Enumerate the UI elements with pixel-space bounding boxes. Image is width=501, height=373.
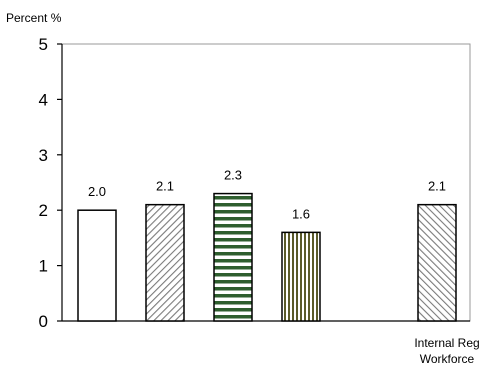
- bars: [77, 192, 457, 322]
- data-label-2: 2.3: [224, 168, 242, 183]
- category-label-5-line-0: Internal Reg: [414, 336, 479, 350]
- y-tick-label: 0: [39, 312, 48, 331]
- y-axis-label: Percent %: [6, 11, 62, 25]
- plot-area: [61, 43, 471, 322]
- data-label-5: 2.1: [428, 179, 446, 194]
- y-tick-label: 3: [39, 146, 48, 165]
- bar-1: [145, 203, 185, 322]
- data-label-0: 2.0: [88, 184, 106, 199]
- category-labels: Internal Reg Workforce: [414, 336, 479, 366]
- data-label-3: 1.6: [292, 206, 310, 221]
- y-tick-label: 5: [39, 35, 48, 54]
- bar-5: [417, 203, 457, 322]
- y-tick-label: 1: [39, 257, 48, 276]
- data-labels: 2.0 2.1 2.3 1.6 2.1: [88, 168, 446, 222]
- bar-3: [281, 231, 321, 322]
- plot-frame: [61, 43, 471, 322]
- y-axis-ticks: 0 1 2 3 4 5: [39, 35, 62, 331]
- y-tick-label: 4: [39, 90, 48, 109]
- bar-2: [213, 192, 253, 322]
- category-label-5-line-1: Workforce: [420, 352, 475, 366]
- data-label-1: 2.1: [156, 179, 174, 194]
- y-tick-label: 2: [39, 201, 48, 220]
- bar-0: [77, 209, 117, 322]
